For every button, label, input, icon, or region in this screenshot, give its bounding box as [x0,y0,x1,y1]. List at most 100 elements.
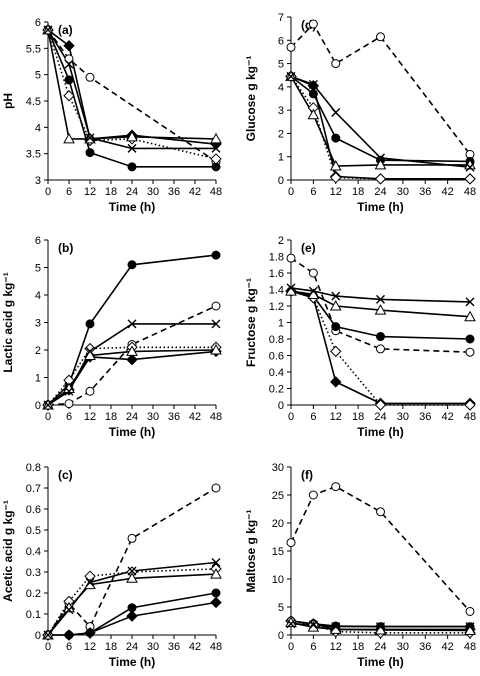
y-tick-label: 0.8 [269,334,284,346]
x-tick-label: 36 [168,186,180,198]
data-point-filled-circle [376,332,385,342]
y-tick-label: 0.6 [269,351,284,363]
y-tick-label: 0 [278,400,284,412]
x-tick-label: 42 [189,641,201,653]
data-point-open-diamond [330,345,342,358]
x-tick-label: 12 [330,641,342,653]
data-point-cross [64,386,74,396]
x-tick-label: 30 [147,186,159,198]
y-axis-title: Acetic acid g kg⁻¹ [1,500,15,602]
data-point-filled-diamond [126,353,138,366]
y-axis-title: Lactic acid g kg⁻¹ [1,272,15,372]
data-point-filled-circle [85,148,95,158]
x-tick-label: 6 [310,641,316,653]
y-tick-label: 6 [278,35,284,47]
series-line-open-circle [290,485,471,613]
y-tick-label: 1.6 [269,268,284,280]
data-point-filled-diamond [210,596,222,609]
y-tick-label: 1.4 [269,285,284,297]
data-point-open-circle [64,54,74,64]
x-tick-label: 36 [168,641,180,653]
data-point-cross [465,622,475,632]
y-tick-label: 0.1 [26,609,41,621]
data-point-open-circle [376,344,385,354]
data-point-cross [211,143,221,153]
data-point-filled-circle [465,334,475,344]
y-tick-label: 0.4 [26,546,41,558]
y-tick-label: 4 [35,122,41,134]
x-tick-label: 42 [442,186,454,198]
data-point-open-circle [376,507,385,517]
data-point-open-diamond [374,399,387,411]
x-tick-label: 48 [464,186,476,198]
data-point-open-circle [64,399,74,409]
y-tick-label: 4.5 [26,96,41,108]
data-point-filled-diamond [84,627,96,639]
x-tick-label: 30 [397,641,409,653]
data-point-open-diamond [63,90,75,102]
y-axis-title: Glucose g kg⁻¹ [244,56,258,142]
x-tick-label: 48 [464,411,476,423]
y-tick-label: 25 [272,490,284,502]
series-line-open-circle [290,22,471,155]
y-tick-label: 7 [278,12,284,24]
x-axis-title: Time (h) [109,655,155,669]
data-point-open-triangle [63,132,75,144]
x-tick-label: 24 [374,641,386,653]
y-tick-label: 0 [35,400,41,412]
data-point-cross [43,400,53,410]
y-tick-label: 3 [35,318,41,330]
x-tick-label: 18 [105,186,117,198]
x-tick-label: 6 [66,411,72,423]
x-axis-title: Time (h) [357,655,403,669]
x-tick-label: 12 [84,641,96,653]
data-point-cross [465,297,475,307]
x-axis-title: Time (h) [357,425,403,439]
panel-label: (b) [58,241,73,255]
panel-label: (e) [301,241,316,255]
data-point-open-diamond [330,171,342,184]
data-point-cross [286,283,296,293]
data-point-open-circle [376,32,385,42]
data-point-cross [308,620,318,630]
data-point-open-triangle [210,568,222,579]
data-point-filled-diamond [63,629,75,641]
y-tick-label: 0 [278,630,284,642]
data-point-open-triangle [126,572,138,583]
data-point-cross [331,107,341,117]
data-point-cross [64,605,74,615]
data-point-open-triangle [210,343,222,355]
y-tick-label: 4 [35,290,41,302]
y-tick-label: 15 [272,546,284,558]
data-point-open-triangle [126,130,138,142]
data-point-open-triangle [329,299,342,311]
x-tick-label: 12 [330,411,342,423]
y-tick-label: 0.8 [26,462,41,474]
x-tick-label: 48 [464,641,476,653]
x-tick-label: 48 [210,186,222,198]
data-point-cross [308,80,318,90]
x-tick-label: 0 [45,186,51,198]
data-point-open-circle [331,482,341,492]
data-point-cross [85,578,95,587]
x-tick-label: 0 [45,641,51,653]
data-point-open-circle [465,606,475,616]
y-tick-label: 5 [35,263,41,275]
x-tick-label: 42 [442,641,454,653]
y-tick-label: 4 [278,82,284,94]
x-tick-label: 0 [288,641,294,653]
data-point-open-circle [308,490,318,500]
y-tick-label: 1 [278,318,284,330]
data-point-cross [43,630,53,640]
x-tick-label: 30 [397,186,409,198]
data-point-open-circle [286,253,296,263]
x-axis-title: Time (h) [109,200,155,214]
chart-panel-a: 0 6 12 18 24 30 36 42 48 3 3.5 4 4.5 5 5.5 6 (a) Time (h)… [1,17,222,214]
x-tick-label: 18 [352,186,364,198]
y-tick-label: 2 [278,235,284,247]
data-point-open-triangle [464,310,476,322]
data-point-cross [331,622,341,632]
panel-label: (f) [301,468,313,482]
data-point-open-circle [85,386,95,396]
